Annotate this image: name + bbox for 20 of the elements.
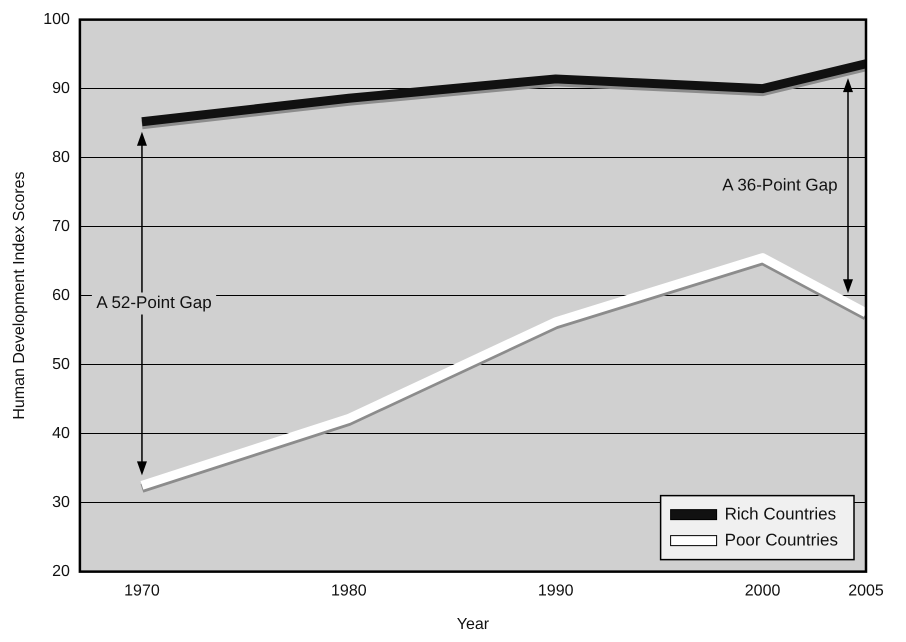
legend-label: Poor Countries xyxy=(724,530,838,550)
annotation: A 52-Point Gap xyxy=(96,293,212,312)
y-axis-title: Human Development Index Scores xyxy=(11,172,28,420)
x-tick-label: 1990 xyxy=(538,582,574,600)
y-tick-label: 70 xyxy=(52,218,70,236)
y-tick-label: 60 xyxy=(52,287,70,304)
y-tick-label: 20 xyxy=(52,563,70,580)
y-tick-label: 90 xyxy=(52,80,70,98)
y-tick-label: 30 xyxy=(52,494,70,512)
x-tick-label: 2005 xyxy=(848,582,884,600)
y-tick-label: 80 xyxy=(52,149,70,166)
annotation: A 36-Point Gap xyxy=(722,175,838,194)
y-tick-label: 50 xyxy=(52,356,70,374)
y-tick-label: 40 xyxy=(52,425,70,442)
x-tick-label: 1980 xyxy=(331,582,367,600)
y-tick-label: 100 xyxy=(43,11,70,28)
x-tick-label: 1970 xyxy=(124,582,160,600)
x-tick-label: 2000 xyxy=(744,582,780,600)
x-axis-title: Year xyxy=(456,616,490,633)
legend-label: Rich Countries xyxy=(724,504,836,524)
